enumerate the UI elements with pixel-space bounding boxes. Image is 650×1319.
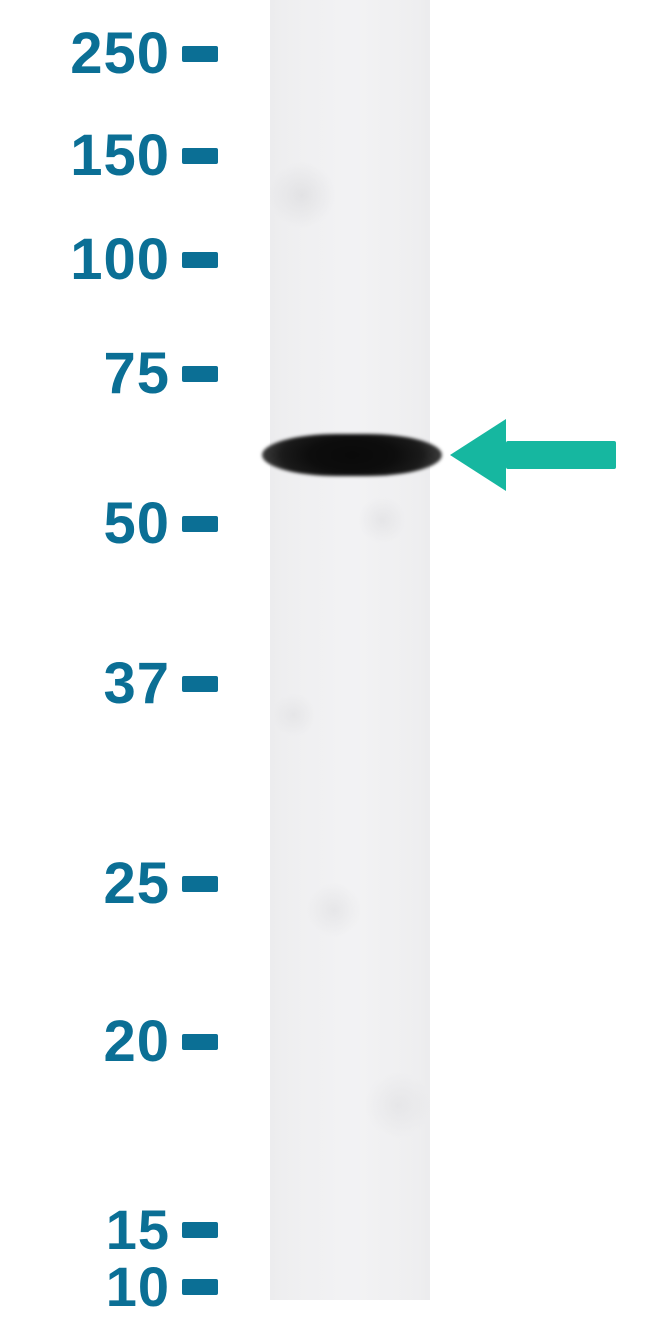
mw-label: 75 — [0, 340, 170, 407]
lane-texture — [270, 0, 430, 1300]
mw-label: 37 — [0, 650, 170, 717]
mw-marker-25: 25 — [0, 850, 218, 917]
gel-lane — [270, 0, 430, 1300]
mw-tick — [182, 516, 218, 532]
mw-tick — [182, 1279, 218, 1295]
mw-marker-50: 50 — [0, 490, 218, 557]
mw-marker-250: 250 — [0, 20, 218, 87]
mw-tick — [182, 876, 218, 892]
mw-tick — [182, 148, 218, 164]
mw-label: 20 — [0, 1008, 170, 1075]
mw-label: 15 — [0, 1197, 170, 1262]
mw-marker-37: 37 — [0, 650, 218, 717]
mw-marker-100: 100 — [0, 226, 218, 293]
mw-label: 150 — [0, 122, 170, 189]
mw-label: 10 — [0, 1254, 170, 1319]
protein-band — [262, 434, 442, 476]
band-indicator-arrow — [450, 419, 616, 491]
mw-label: 250 — [0, 20, 170, 87]
mw-tick — [182, 676, 218, 692]
blot-figure: 250 150 100 75 50 37 25 20 15 10 — [0, 0, 650, 1300]
mw-marker-15: 15 — [0, 1197, 218, 1262]
mw-tick — [182, 252, 218, 268]
mw-marker-75: 75 — [0, 340, 218, 407]
mw-tick — [182, 366, 218, 382]
mw-marker-10: 10 — [0, 1254, 218, 1319]
mw-tick — [182, 1034, 218, 1050]
mw-label: 100 — [0, 226, 170, 293]
mw-marker-20: 20 — [0, 1008, 218, 1075]
mw-label: 50 — [0, 490, 170, 557]
mw-marker-150: 150 — [0, 122, 218, 189]
mw-label: 25 — [0, 850, 170, 917]
arrow-head-icon — [450, 419, 506, 491]
mw-tick — [182, 46, 218, 62]
arrow-shaft — [506, 441, 616, 469]
mw-tick — [182, 1222, 218, 1238]
